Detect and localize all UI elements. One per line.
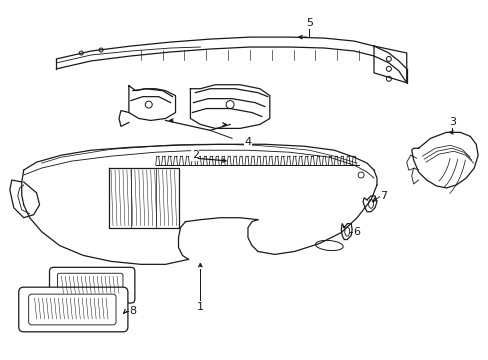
Text: 7: 7 bbox=[380, 191, 386, 201]
FancyBboxPatch shape bbox=[19, 287, 128, 332]
Text: 1: 1 bbox=[197, 302, 203, 312]
Text: 3: 3 bbox=[448, 117, 455, 127]
FancyBboxPatch shape bbox=[49, 267, 135, 303]
Text: 8: 8 bbox=[129, 306, 136, 316]
Text: 4: 4 bbox=[244, 137, 251, 147]
Text: 6: 6 bbox=[353, 226, 360, 237]
Text: 5: 5 bbox=[305, 18, 312, 28]
Text: 2: 2 bbox=[191, 150, 199, 160]
